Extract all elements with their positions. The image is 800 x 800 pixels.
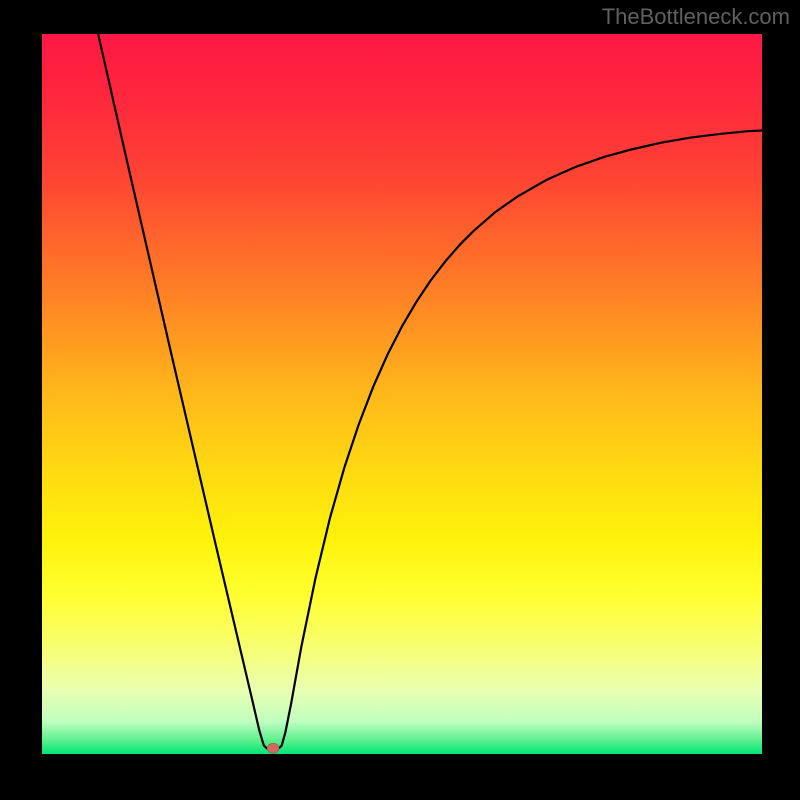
plot-background-gradient — [42, 34, 762, 754]
bottleneck-curve-chart — [0, 0, 800, 800]
chart-stage: TheBottleneck.com — [0, 0, 800, 800]
watermark-text: TheBottleneck.com — [602, 4, 790, 30]
minimum-marker — [267, 743, 279, 753]
